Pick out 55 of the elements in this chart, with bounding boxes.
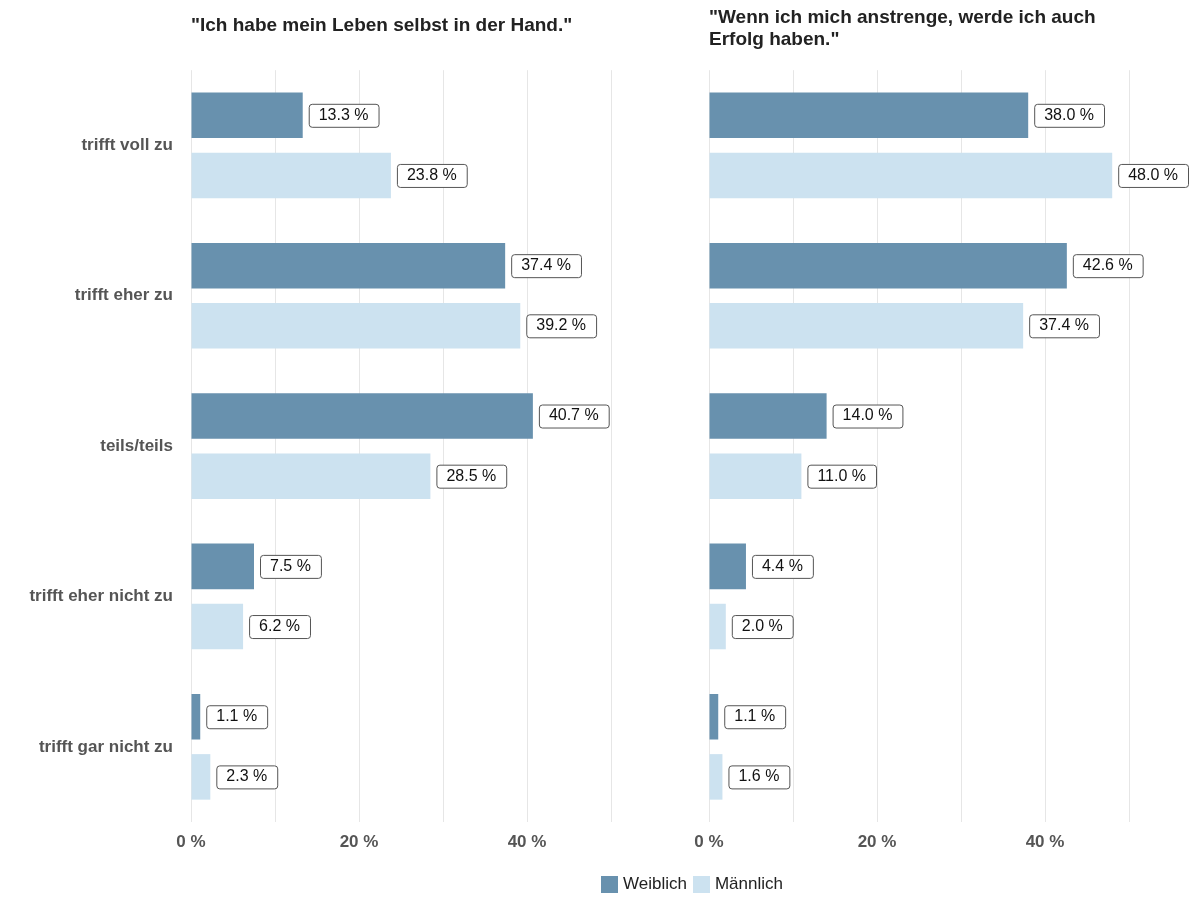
data-label: 1.1 % [216, 707, 258, 725]
bar [191, 242, 506, 289]
bar [709, 453, 802, 499]
data-label: 1.6 % [738, 767, 780, 785]
x-tick-label: 0 % [694, 831, 724, 851]
bar [191, 393, 533, 439]
bar [709, 754, 723, 800]
x-tick-label: 0 % [176, 831, 206, 851]
y-tick-label: trifft voll zu [81, 135, 173, 155]
x-tick-label: 20 % [339, 831, 379, 851]
data-label: 40.7 % [548, 406, 599, 424]
bar [191, 603, 244, 650]
x-tick-label: 40 % [1025, 831, 1065, 851]
y-tick-label: trifft eher nicht zu [29, 586, 173, 606]
bar [709, 603, 726, 650]
chart-title: "Wenn ich mich anstrenge, werde ich auch Erfolg haben." [709, 6, 1097, 50]
data-label: 39.2 % [536, 316, 587, 334]
data-label: 1.1 % [734, 707, 776, 725]
chart-title: "Ich habe mein Leben selbst in der Hand." [191, 14, 574, 36]
y-tick-label: trifft eher zu [74, 285, 173, 305]
data-label: 2.3 % [226, 767, 268, 785]
bar [709, 152, 1113, 199]
x-tick-label: 40 % [507, 831, 547, 851]
data-label: 38.0 % [1044, 105, 1095, 123]
bar [191, 92, 303, 139]
bar [191, 693, 201, 740]
data-label: 23.8 % [406, 165, 457, 183]
data-label: 4.4 % [761, 556, 803, 574]
bar [191, 754, 211, 800]
data-label: 11.0 % [817, 466, 867, 484]
bar [709, 242, 1067, 289]
bar [709, 693, 719, 740]
data-label: 42.6 % [1082, 256, 1133, 274]
bar [191, 453, 431, 499]
data-label: 6.2 % [259, 616, 300, 634]
x-tick-label: 20 % [857, 831, 897, 851]
data-label: 13.3 % [318, 105, 369, 123]
bar [709, 393, 827, 439]
data-label: 48.0 % [1128, 165, 1179, 183]
bar [709, 92, 1029, 139]
data-label: 37.4 % [1039, 316, 1089, 334]
data-label: 37.4 % [521, 256, 571, 274]
y-tick-label: teils/teils [100, 435, 173, 455]
bar [191, 152, 391, 199]
bar [191, 543, 254, 590]
data-label: 7.5 % [270, 556, 311, 574]
data-label: 2.0 % [741, 616, 783, 634]
y-tick-label: trifft gar nicht zu [38, 736, 173, 756]
data-label: 14.0 % [842, 406, 893, 424]
legend-label: Weiblich [623, 874, 687, 894]
data-label: 28.5 % [446, 466, 497, 484]
bar [709, 543, 746, 590]
bar [709, 303, 1024, 349]
bar [191, 303, 521, 349]
legend-label: Männlich [714, 874, 783, 894]
